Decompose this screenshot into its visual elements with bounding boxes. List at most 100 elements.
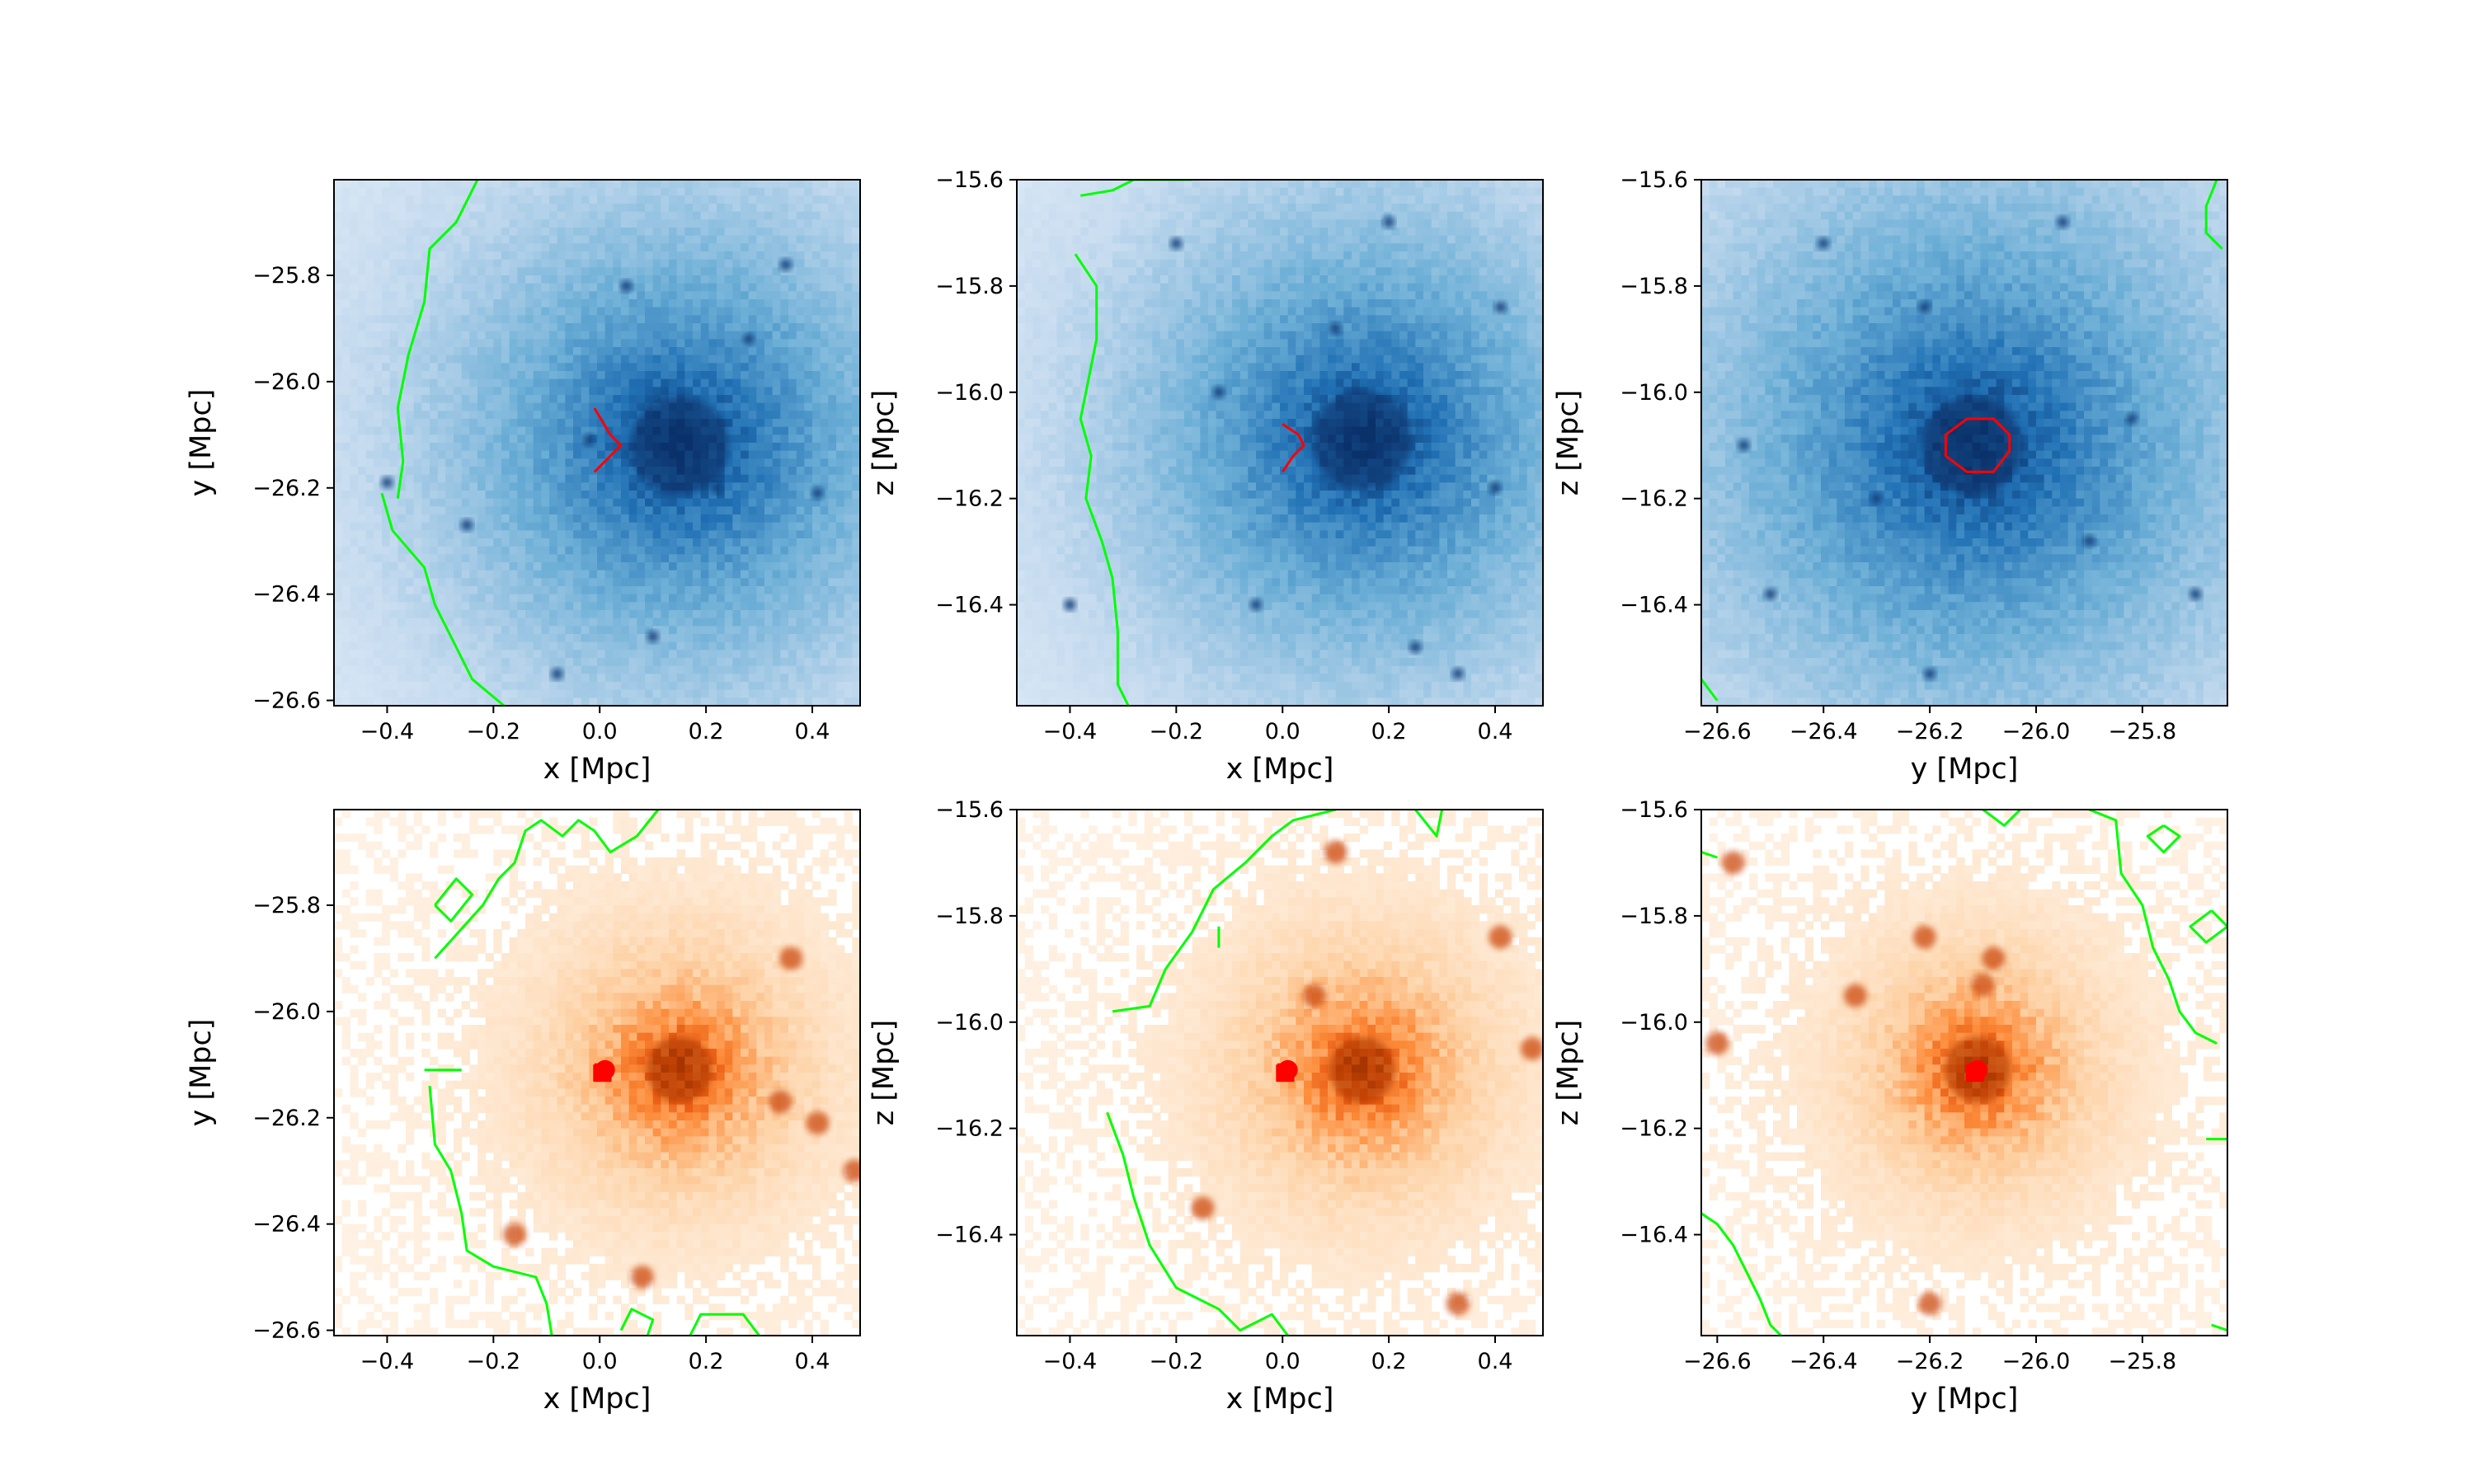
outer-contour	[1701, 851, 1718, 859]
panel-dm-xy: −0.4 −0.2 0.0 0.2 0.4 −26.6 −26.4 −26.2 −26.0 −25…	[185, 179, 861, 786]
x-tick-label: 0.2	[689, 719, 724, 744]
subhalo-point	[742, 333, 755, 345]
inner-contour	[1944, 417, 2011, 473]
x-tick-label: −0.4	[360, 1349, 415, 1374]
x-tick-label: −26.0	[2002, 719, 2071, 744]
x-tick-label: −26.6	[1683, 719, 1752, 744]
panel-gas-xz: −0.4 −0.2 0.0 0.2 0.4 −16.4 −16.2 −16.0 −15.8 −15…	[868, 797, 1544, 1416]
axes-frame	[1700, 809, 2228, 1336]
outer-contour	[428, 1085, 553, 1336]
subhalo-point	[779, 259, 792, 271]
outer-contour	[1701, 678, 1719, 702]
x-tick-label: 0.2	[1371, 719, 1407, 744]
subhalo-point	[1489, 481, 1501, 494]
subhalo-point	[1212, 386, 1225, 398]
axes-frame	[333, 809, 861, 1336]
outer-contour	[1106, 1111, 1289, 1336]
x-axis-label: x [Mpc]	[1226, 753, 1334, 786]
x-tick-label: 0.4	[795, 719, 830, 744]
subhalo-point	[711, 481, 722, 494]
x-tick-label: −26.4	[1790, 719, 1858, 744]
y-tick-label: −15.8	[935, 904, 1004, 929]
subhalo-point	[1446, 1292, 1470, 1316]
x-tick-label: 0.0	[582, 1349, 618, 1374]
subhalo-point	[2189, 588, 2202, 600]
subhalo-point	[1521, 1037, 1543, 1060]
axes-frame	[1016, 179, 1544, 707]
y-tick-label: −15.6	[935, 167, 1004, 193]
subhalo-point	[1705, 1031, 1729, 1055]
x-tick-label: −26.0	[2002, 1349, 2071, 1374]
x-tick-label: −0.2	[467, 719, 521, 744]
axes-frame	[1016, 809, 1544, 1336]
y-axis-label: z [Mpc]	[868, 1020, 901, 1125]
subhalo-point	[1982, 946, 2006, 970]
subhalo-point	[1721, 851, 1745, 875]
x-tick-label: −0.2	[467, 1349, 521, 1374]
subhalo-point	[1971, 973, 1995, 997]
density-peak	[629, 396, 729, 495]
y-tick-label: −16.0	[935, 1010, 1004, 1036]
y-tick-label: −15.8	[1620, 274, 1688, 299]
x-tick-label: −0.2	[1150, 719, 1204, 744]
panel-gas-xy: −0.4 −0.2 0.0 0.2 0.4 −26.6 −26.4 −26.2 −26.0 −25…	[185, 809, 861, 1416]
y-tick-label: −16.2	[935, 486, 1004, 512]
subhalo-point	[1494, 301, 1507, 313]
y-tick-label: −15.8	[1620, 904, 1688, 929]
y-tick-label: −16.2	[935, 1116, 1004, 1142]
panel-dm-yz: −26.6 −26.4 −26.2 −26.0 −25.8 −16.4 −16.2 −16.0…	[1552, 167, 2228, 786]
subhalo-point	[1250, 599, 1262, 611]
x-tick-label: −26.6	[1683, 1349, 1752, 1374]
subhalo-point	[1924, 668, 1936, 680]
subhalo-point	[461, 519, 473, 531]
x-tick-label: 0.2	[689, 1349, 724, 1374]
x-tick-label: −0.4	[1043, 1349, 1098, 1374]
center-marker	[1968, 1059, 1988, 1080]
subhalo-point	[1191, 1196, 1215, 1220]
y-tick-label: −26.2	[252, 1106, 321, 1131]
y-tick-label: −26.4	[252, 582, 321, 608]
y-tick-label: −15.6	[1620, 797, 1688, 823]
subhalo-point	[503, 1223, 527, 1247]
subhalo-point	[843, 1159, 860, 1183]
x-tick-label: 0.4	[1478, 719, 1513, 744]
y-tick-label: −16.2	[1620, 1116, 1688, 1142]
axes-frame	[333, 179, 861, 707]
subhalo-point	[583, 434, 595, 446]
outer-contour	[396, 180, 479, 499]
heatmap-gas-xz	[1017, 810, 1543, 1336]
density-peak	[646, 1036, 713, 1103]
x-tick-label: 0.4	[1478, 1349, 1513, 1374]
y-tick-label: −25.8	[252, 893, 321, 918]
y-axis-label: y [Mpc]	[185, 1019, 218, 1127]
outer-contour	[1112, 810, 1337, 1013]
heatmap-dm-yz	[1701, 180, 2227, 706]
x-tick-label: 0.0	[582, 719, 618, 744]
density-peak	[1922, 396, 2022, 495]
subhalo-point	[381, 477, 393, 489]
x-axis-label: x [Mpc]	[1226, 1383, 1334, 1416]
x-axis-label: x [Mpc]	[543, 1383, 651, 1416]
subhalo-point	[1409, 641, 1422, 654]
subhalo-point	[1870, 492, 1883, 505]
panel-gas-yz: −26.6 −26.4 −26.2 −26.0 −25.8 −16.4 −16.2 −16.0…	[1552, 797, 2228, 1416]
subhalo-point	[1302, 984, 1326, 1007]
x-axis-label: y [Mpc]	[1911, 1383, 2019, 1416]
subhalo-point	[2083, 535, 2095, 547]
y-tick-label: −26.0	[252, 369, 321, 395]
heatmap-dm-xy	[334, 180, 860, 706]
y-axis-label: y [Mpc]	[185, 389, 218, 497]
y-tick-label: −15.8	[935, 274, 1004, 299]
x-tick-label: −26.2	[1896, 1349, 1964, 1374]
x-tick-label: 0.2	[1371, 1349, 1407, 1374]
subhalo-point	[1451, 668, 1464, 680]
outer-contour	[689, 1313, 760, 1336]
inner-contour	[593, 407, 623, 473]
subhalo-point	[779, 946, 803, 970]
outer-contour	[2088, 810, 2218, 1045]
y-tick-label: −15.6	[935, 797, 1004, 823]
subhalo-point	[769, 1090, 793, 1114]
center-marker	[595, 1059, 615, 1080]
y-axis-label: z [Mpc]	[1552, 1020, 1585, 1125]
